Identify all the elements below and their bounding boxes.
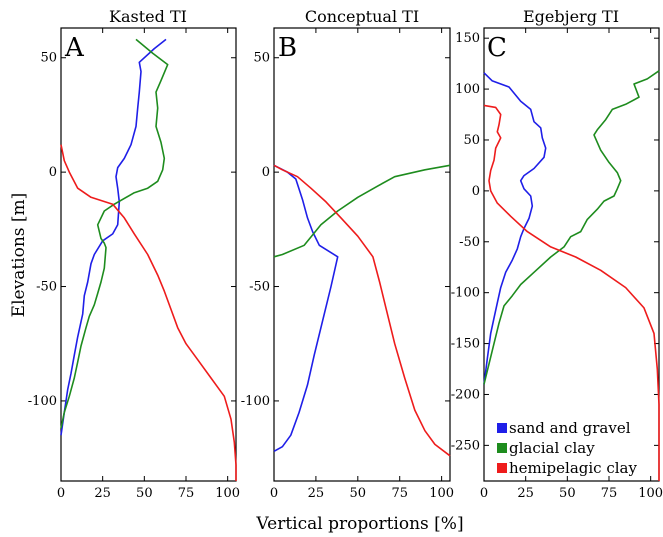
legend-swatch-sand-and-gravel <box>497 423 507 433</box>
panel-b-x-tick-label: 75 <box>391 486 408 501</box>
legend-swatch-hemipelagic-clay <box>497 463 507 473</box>
panel-b-frame <box>273 27 451 482</box>
panel-b-title: Conceptual TI <box>305 7 419 26</box>
panel-c-series-glacial-clay <box>483 70 660 385</box>
panel-a-frame <box>60 27 237 482</box>
panel-c-x-tick-label: 75 <box>601 486 618 501</box>
panel-a-series <box>60 38 237 481</box>
panel-a-x-tick-label: 100 <box>215 486 240 501</box>
panel-b-y-tick-label: -100 <box>241 394 270 409</box>
panel-a-y-tick-label: -100 <box>28 394 57 409</box>
legend-label-sand-and-gravel: sand and gravel <box>509 419 631 437</box>
panel-c-series-hemipelagic-clay <box>483 104 660 481</box>
panel-a-y-tick-label: 50 <box>40 51 57 66</box>
panel-b: Conceptual TI B 50 0 -50 -100 0 25 50 75 100 <box>241 7 454 501</box>
panel-a-title: Kasted TI <box>109 7 187 26</box>
panel-b-y-tick-label: 0 <box>262 165 270 180</box>
panel-c-x-tick-label: 25 <box>517 486 534 501</box>
x-axis-title: Vertical proportions [%] <box>255 514 463 534</box>
panel-a-series-hemipelagic-clay <box>60 144 237 481</box>
panel-c: Egebjerg TI C 150 100 50 0 -50 -100 -150 -200 -2… <box>451 7 663 501</box>
panel-a-y-tick-label: 0 <box>49 165 57 180</box>
legend-label-hemipelagic-clay: hemipelagic clay <box>509 459 637 477</box>
panel-b-x-tick-label: 0 <box>270 486 278 501</box>
panel-b-series <box>273 164 451 457</box>
panel-c-y-tick-label: 50 <box>463 133 480 148</box>
panel-b-series-sand-and-gravel <box>273 164 339 453</box>
panel-c-letter: C <box>487 33 507 63</box>
panel-c-y-tick-label: 150 <box>455 31 480 46</box>
panel-b-y-tick-label: 50 <box>253 51 270 66</box>
panel-c-y-tick-label: -150 <box>451 337 480 352</box>
panel-b-letter: B <box>278 33 297 63</box>
panel-c-y-tick-label: 100 <box>455 82 480 97</box>
panel-a-x-tick-label: 25 <box>94 486 111 501</box>
panel-b-series-hemipelagic-clay <box>273 164 451 457</box>
panel-a-letter: A <box>64 33 85 63</box>
panel-b-x-tick-label: 25 <box>308 486 325 501</box>
panel-b-y-tick-label: -50 <box>249 280 270 295</box>
panel-c-x-tick-label: 100 <box>638 486 663 501</box>
panel-a-series-glacial-clay <box>60 38 169 429</box>
panel-a: Kasted TI A 50 0 -50 -100 0 25 50 75 100 <box>28 7 240 501</box>
panel-a-series-sand-and-gravel <box>60 38 167 436</box>
panel-c-y-tick-label: -250 <box>451 438 480 453</box>
legend: sand and gravel glacial clay hemipelagic… <box>497 419 637 477</box>
panel-c-y-tick-label: -50 <box>459 235 480 250</box>
panel-a-x-tick-label: 50 <box>136 486 153 501</box>
panel-b-x-tick-label: 100 <box>429 486 454 501</box>
panel-b-ticks: 50 0 -50 -100 0 25 50 75 100 <box>241 28 454 501</box>
legend-swatch-glacial-clay <box>497 443 507 453</box>
panel-a-ticks: 50 0 -50 -100 0 25 50 75 100 <box>28 28 240 501</box>
panel-c-y-tick-label: 0 <box>472 184 480 199</box>
panel-a-x-tick-label: 0 <box>57 486 65 501</box>
panel-b-x-tick-label: 50 <box>350 486 367 501</box>
panel-a-x-tick-label: 75 <box>178 486 195 501</box>
legend-label-glacial-clay: glacial clay <box>509 439 595 457</box>
panel-c-ticks: 150 100 50 0 -50 -100 -150 -200 -250 0 25 50 75 100 <box>451 28 663 501</box>
panel-c-frame <box>483 27 660 482</box>
y-axis-title: Elevations [m] <box>9 193 29 318</box>
panel-c-y-tick-label: -100 <box>451 286 480 301</box>
panel-c-title: Egebjerg TI <box>523 7 619 26</box>
panel-c-x-tick-label: 0 <box>480 486 488 501</box>
panel-b-series-glacial-clay <box>273 164 451 258</box>
panel-c-y-tick-label: -200 <box>451 387 480 402</box>
panel-c-series <box>483 70 660 481</box>
panel-c-x-tick-label: 50 <box>559 486 576 501</box>
panel-a-y-tick-label: -50 <box>36 280 57 295</box>
panel-c-series-sand-and-gravel <box>483 72 547 385</box>
